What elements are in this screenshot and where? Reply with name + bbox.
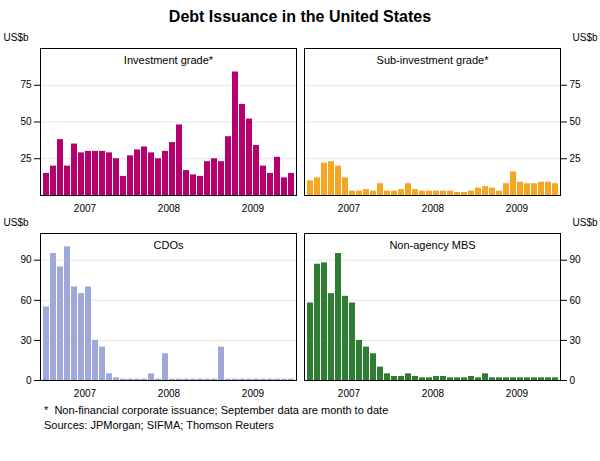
html-text:Sources: JPMorgan; SIFMA; Thom: Sources: JPMorgan; SIFMA; Thomson Reuter… [44,419,274,431]
svg-text:50: 50 [20,116,32,127]
html-text:* Non-financial corporate issu: * Non-financial corporate issuance; Sept… [44,404,389,416]
svg-text:2007: 2007 [74,203,97,214]
svg-text:60: 60 [570,295,582,306]
svg-text:75: 75 [20,79,32,90]
svg-text:25: 25 [20,153,32,164]
svg-text:2009: 2009 [506,388,529,399]
html-text:Debt Issuance in the United St: Debt Issuance in the United States [168,8,432,25]
svg-text:75: 75 [570,79,582,90]
svg-text:2009: 2009 [506,203,529,214]
svg-text:US$b: US$b [4,217,29,228]
svg-text:Investment grade*: Investment grade* [124,54,214,66]
svg-text:2007: 2007 [338,203,361,214]
svg-text:US$b: US$b [572,32,597,43]
svg-text:90: 90 [20,254,32,265]
svg-text:2007: 2007 [338,388,361,399]
svg-text:2008: 2008 [422,388,445,399]
svg-text:US$b: US$b [572,217,597,228]
svg-text:90: 90 [570,254,582,265]
svg-text:Non-agency MBS: Non-agency MBS [389,239,475,251]
svg-text:2007: 2007 [74,388,97,399]
svg-text:30: 30 [20,335,32,346]
svg-text:2009: 2009 [242,388,265,399]
svg-text:0: 0 [26,375,32,386]
svg-text:30: 30 [570,335,582,346]
svg-text:60: 60 [20,295,32,306]
svg-text:US$b: US$b [4,32,29,43]
svg-text:0: 0 [570,375,576,386]
svg-text:2008: 2008 [158,388,181,399]
svg-text:Sub-investment grade*: Sub-investment grade* [377,54,490,66]
svg-text:25: 25 [570,153,582,164]
svg-text:2008: 2008 [158,203,181,214]
svg-text:2008: 2008 [422,203,445,214]
svg-text:50: 50 [570,116,582,127]
svg-text:CDOs: CDOs [154,239,184,251]
svg-text:2009: 2009 [242,203,265,214]
